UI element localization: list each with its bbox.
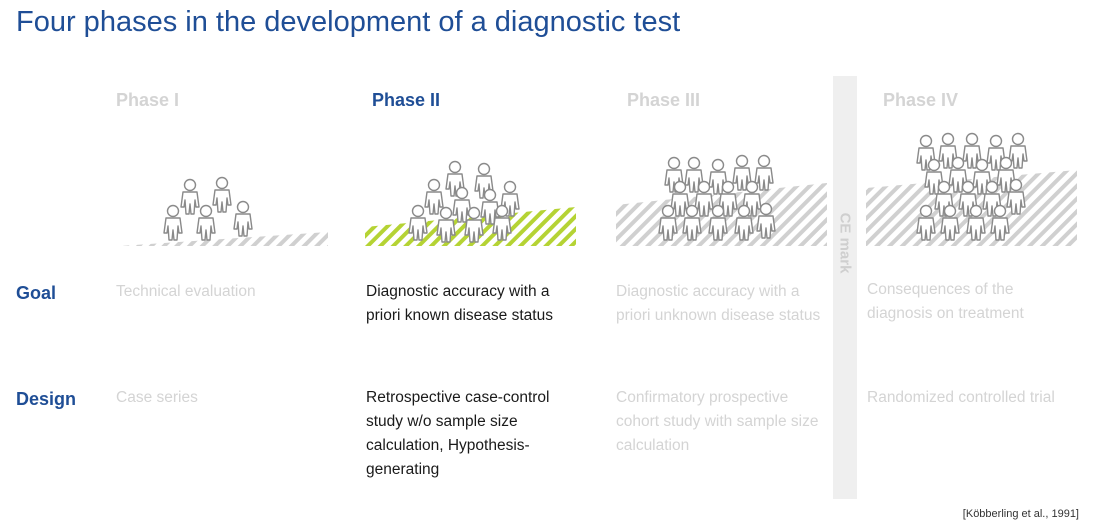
slide-title: Four phases in the development of a diag…	[16, 6, 681, 38]
phase-1-header: Phase I	[116, 90, 180, 110]
phase-3-header: Phase III	[627, 90, 701, 110]
phase-4-header: Phase IV	[883, 90, 959, 110]
phase-4-design: Randomized controlled trial	[867, 389, 1055, 406]
phase-4-goal: Consequences of the diagnosis on treatme…	[867, 281, 1024, 322]
phase-2-header: Phase II	[372, 90, 441, 110]
goal-row-label: Goal	[16, 283, 57, 303]
ce-mark-divider	[833, 76, 857, 499]
phase-1-goal: Technical evaluation	[116, 283, 256, 300]
phase-2-goal: Diagnostic accuracy with a priori known …	[366, 283, 553, 324]
phase-illustrations	[120, 132, 1077, 246]
phase-2-design: Retrospective case-control study w/o sam…	[366, 389, 550, 478]
phase-1-ground	[120, 232, 328, 246]
phase-3-goal: Diagnostic accuracy with a priori unknow…	[616, 283, 821, 324]
phase-1-people	[163, 176, 253, 241]
design-row-label: Design	[16, 389, 77, 409]
phase-3-design: Confirmatory prospective cohort study wi…	[616, 389, 819, 454]
phase-1-design: Case series	[116, 389, 198, 406]
citation: [Köbberling et al., 1991]	[962, 508, 1079, 520]
